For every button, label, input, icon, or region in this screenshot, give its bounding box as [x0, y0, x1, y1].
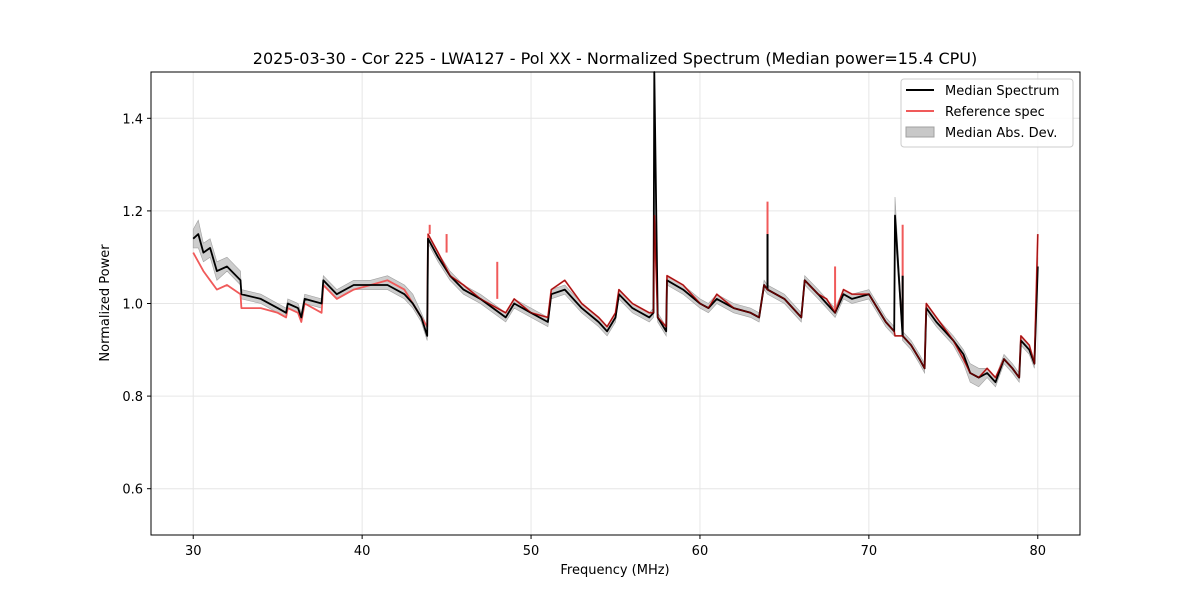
y-axis-label: Normalized Power: [98, 244, 113, 362]
x-ticks: 30 40 50 60 70 80: [185, 535, 1046, 559]
x-axis-label: Frequency (MHz): [560, 563, 669, 578]
x-tick-label: 30: [185, 544, 202, 559]
x-tick-label: 80: [1029, 544, 1046, 559]
y-ticks: 0.6 0.8 1.0 1.2 1.4: [122, 112, 151, 498]
x-tick-label: 60: [692, 544, 709, 559]
legend-swatch-mad: [905, 126, 935, 138]
chart-title: 2025-03-30 - Cor 225 - LWA127 - Pol XX -…: [253, 49, 977, 68]
y-tick-label: 0.6: [122, 483, 143, 498]
legend-label-median: Median Spectrum: [945, 84, 1059, 99]
y-tick-label: 1.0: [122, 298, 143, 313]
legend-box: [900, 78, 1074, 148]
legend: Median Spectrum Reference spec Median Ab…: [900, 78, 1074, 148]
y-tick-label: 1.4: [122, 112, 143, 127]
overlap-series: [427, 214, 1039, 379]
x-tick-label: 70: [861, 544, 878, 559]
x-tick-label: 50: [523, 544, 540, 559]
x-tick-label: 40: [354, 544, 371, 559]
y-tick-label: 0.8: [122, 390, 143, 405]
y-tick-label: 1.2: [122, 205, 143, 220]
overlap-line: [427, 214, 1039, 379]
legend-label-mad: Median Abs. Dev.: [945, 126, 1057, 141]
legend-label-reference: Reference spec: [945, 105, 1045, 120]
